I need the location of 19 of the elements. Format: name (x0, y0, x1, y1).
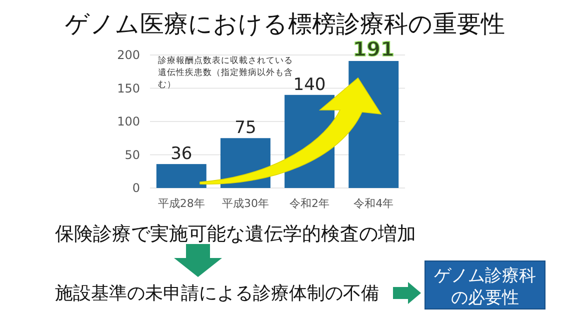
data-label: 191 (352, 36, 394, 61)
data-label: 140 (293, 74, 326, 95)
y-tick-label: 200 (117, 48, 140, 62)
text: 施設基準の未申請による診療体制の不備 (55, 283, 379, 304)
y-tick-label: 50 (124, 148, 140, 162)
y-tick-label: 100 (117, 114, 140, 129)
text: ゲノム診療科の必要性 (434, 266, 536, 308)
y-tick-label: 0 (132, 181, 140, 196)
text: 保険診療で実施可能な遺伝学的検査の増加 (55, 223, 416, 245)
x-tick-label: 令和2年 (290, 197, 330, 210)
annotation: 診療報酬点数表に収載されている遺伝性疾患数（指定難病以外も含む） (158, 55, 293, 90)
y-tick-label: 150 (117, 81, 140, 96)
bar (156, 164, 206, 188)
data-label: 75 (234, 118, 256, 138)
chart-title: ゲノム医療における標榜診療科の重要性 (65, 10, 505, 38)
x-tick-label: 令和4年 (354, 197, 394, 210)
data-label: 36 (170, 144, 192, 164)
x-tick-label: 平成30年 (222, 197, 269, 210)
x-tick-label: 平成28年 (158, 197, 205, 210)
